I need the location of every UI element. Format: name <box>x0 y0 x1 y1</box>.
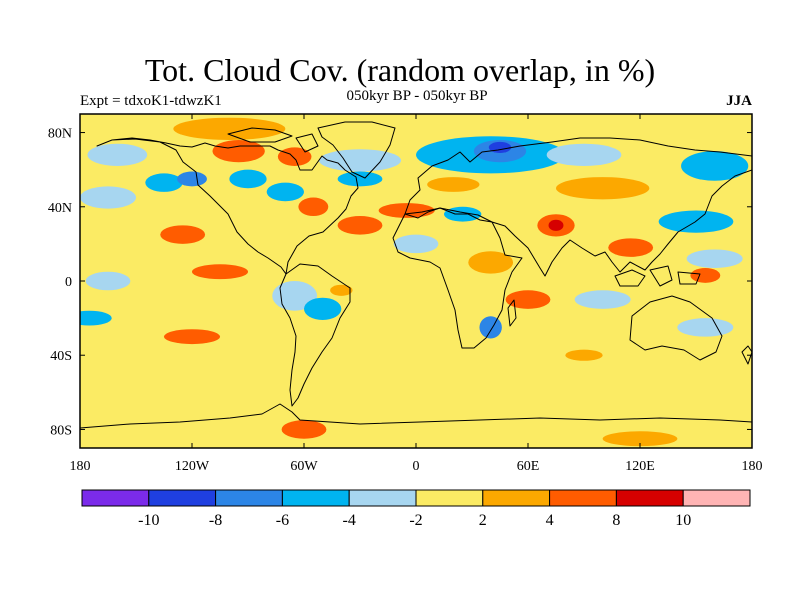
anomaly-patch <box>229 169 267 189</box>
colorbar-bin <box>682 489 751 507</box>
coastline-north-america <box>96 137 359 275</box>
anomaly-patch <box>337 171 383 187</box>
anomaly-patch <box>266 182 305 202</box>
anomaly-patch <box>192 264 248 280</box>
colorbar-bin <box>348 489 417 507</box>
anomaly-patch <box>173 117 286 140</box>
anomaly-patch <box>608 238 654 257</box>
anomaly-patch <box>574 290 631 309</box>
anomaly-patch <box>298 197 329 217</box>
lat-tick-label: 0 <box>65 275 72 290</box>
anomaly-patch <box>80 186 136 209</box>
anomaly-patch <box>677 318 734 337</box>
colorbar-bin <box>415 489 484 507</box>
anomaly-patch <box>468 251 514 274</box>
lat-tick-label: 80S <box>50 423 72 438</box>
lat-tick-label: 40N <box>48 201 72 216</box>
coastline-eurasia <box>404 137 752 277</box>
anomaly-patch <box>488 141 512 153</box>
anomaly-patch <box>80 310 112 326</box>
lon-tick-label: 120E <box>625 459 655 474</box>
map-title: Tot. Cloud Cov. (random overlap, in %) <box>144 52 656 88</box>
colorbar-bin <box>281 489 350 507</box>
anomaly-patch <box>160 225 206 244</box>
coastline-arctic-islands <box>227 127 319 153</box>
anomaly-patch <box>277 147 312 166</box>
anomaly-patch <box>602 431 678 447</box>
lat-tick-label: 80N <box>48 127 72 142</box>
coastline-madagascar <box>507 299 517 327</box>
anomaly-patch <box>565 349 603 361</box>
lon-tick-label: 60E <box>517 459 540 474</box>
anomaly-patch <box>686 249 743 269</box>
map-subtitle: 050kyr BP - 050kyr BP <box>346 88 488 104</box>
lon-tick-label: 0 <box>413 459 420 474</box>
anomaly-patch <box>87 143 148 166</box>
colorbar-tick-label: -4 <box>343 512 356 529</box>
anomaly-patch <box>427 177 480 192</box>
lat-axis: 80N 40N 0 40S 80S <box>48 127 752 438</box>
colorbar-tick-label: 8 <box>612 512 620 529</box>
anomaly-patch <box>681 151 749 181</box>
map-background <box>80 114 752 448</box>
anomaly-patch <box>556 177 650 200</box>
coastline-africa <box>392 207 523 349</box>
coastline-south-america <box>279 263 351 407</box>
colorbar-bin <box>615 489 684 507</box>
anomaly-patch <box>505 290 551 309</box>
anomaly-patch <box>393 234 439 254</box>
anomaly-patch <box>281 420 327 439</box>
coastline-australia <box>629 295 723 361</box>
map-area <box>80 114 752 448</box>
colorbar-tick-label: -6 <box>276 512 289 529</box>
lon-tick-label: 180 <box>742 459 763 474</box>
anomaly-patch <box>304 297 342 320</box>
colorbar-bin <box>549 489 617 507</box>
lon-tick-label: 120W <box>175 459 210 474</box>
anomaly-patch <box>318 149 402 172</box>
experiment-label: Expt = tdxoK1-tdwzK1 <box>80 93 222 109</box>
lon-tick-label: 180 <box>70 459 91 474</box>
coastlines <box>80 121 752 429</box>
lon-axis: 180 120W 60W 0 60E 120E 180 <box>70 114 763 474</box>
coastline-new-zealand <box>741 345 752 365</box>
colorbar-bin <box>215 489 283 507</box>
anomaly-patch <box>548 219 564 231</box>
coastline-maritime <box>614 265 701 287</box>
lat-tick-label: 40S <box>50 349 72 364</box>
colorbar-tick-label: -2 <box>409 512 422 529</box>
anomaly-patch <box>546 143 622 166</box>
anomaly-patch <box>177 171 207 187</box>
coastline-greenland <box>317 121 396 179</box>
colorbar-tick-label: -10 <box>138 512 159 529</box>
colorbar-tick-label: 10 <box>675 512 691 529</box>
anomaly-patch <box>479 316 502 339</box>
anomaly-patch <box>145 173 183 192</box>
season-label: JJA <box>726 93 752 109</box>
lon-tick-label: 60W <box>290 459 318 474</box>
anomaly-patch <box>212 139 265 163</box>
anomaly-patch <box>330 284 353 296</box>
colorbar-tick-label: 4 <box>546 512 554 529</box>
coastline-antarctica <box>80 403 752 429</box>
colorbar-bin <box>148 489 217 507</box>
anomaly-patch <box>337 216 383 235</box>
colorbar-tick-label: -8 <box>209 512 222 529</box>
colorbar-bin <box>81 489 150 507</box>
colorbar-tick-label: 2 <box>479 512 487 529</box>
colorbar: -10 -8 -6 -4 -2 2 4 8 10 <box>81 489 751 529</box>
anomaly-field <box>80 117 749 447</box>
anomaly-patch <box>164 329 220 345</box>
anomaly-patch <box>85 271 131 291</box>
anomaly-patch <box>272 281 318 311</box>
anomaly-patch <box>690 268 721 283</box>
colorbar-bin <box>482 489 551 507</box>
